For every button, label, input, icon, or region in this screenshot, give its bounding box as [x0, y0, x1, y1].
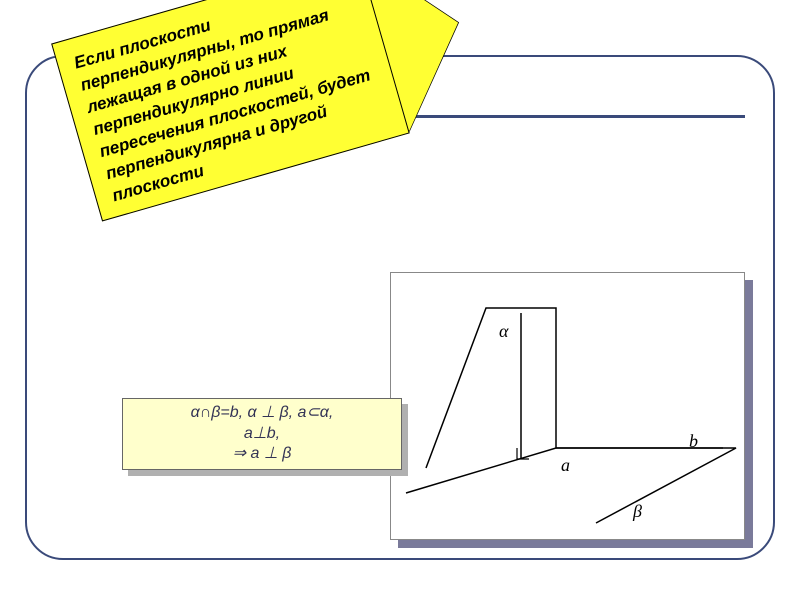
plane-beta	[406, 448, 736, 523]
plane-alpha	[426, 308, 556, 468]
formula-line-3: ⇒ a ⊥ β	[233, 444, 292, 465]
label-b: b	[689, 431, 698, 452]
label-beta: β	[633, 501, 642, 522]
theorem-text: Если плоскости перпендикулярны, то пряма…	[51, 0, 410, 222]
formula-line-2: a⊥b,	[244, 424, 280, 445]
label-a: a	[561, 455, 570, 476]
formula-line-1: α∩β=b, α ⊥ β, a⊂α,	[191, 403, 334, 424]
diagram-panel: α β a b	[390, 272, 745, 540]
geometry-diagram	[391, 273, 746, 541]
formula-box: α∩β=b, α ⊥ β, a⊂α, a⊥b, ⇒ a ⊥ β	[122, 398, 402, 470]
label-alpha: α	[499, 321, 508, 342]
